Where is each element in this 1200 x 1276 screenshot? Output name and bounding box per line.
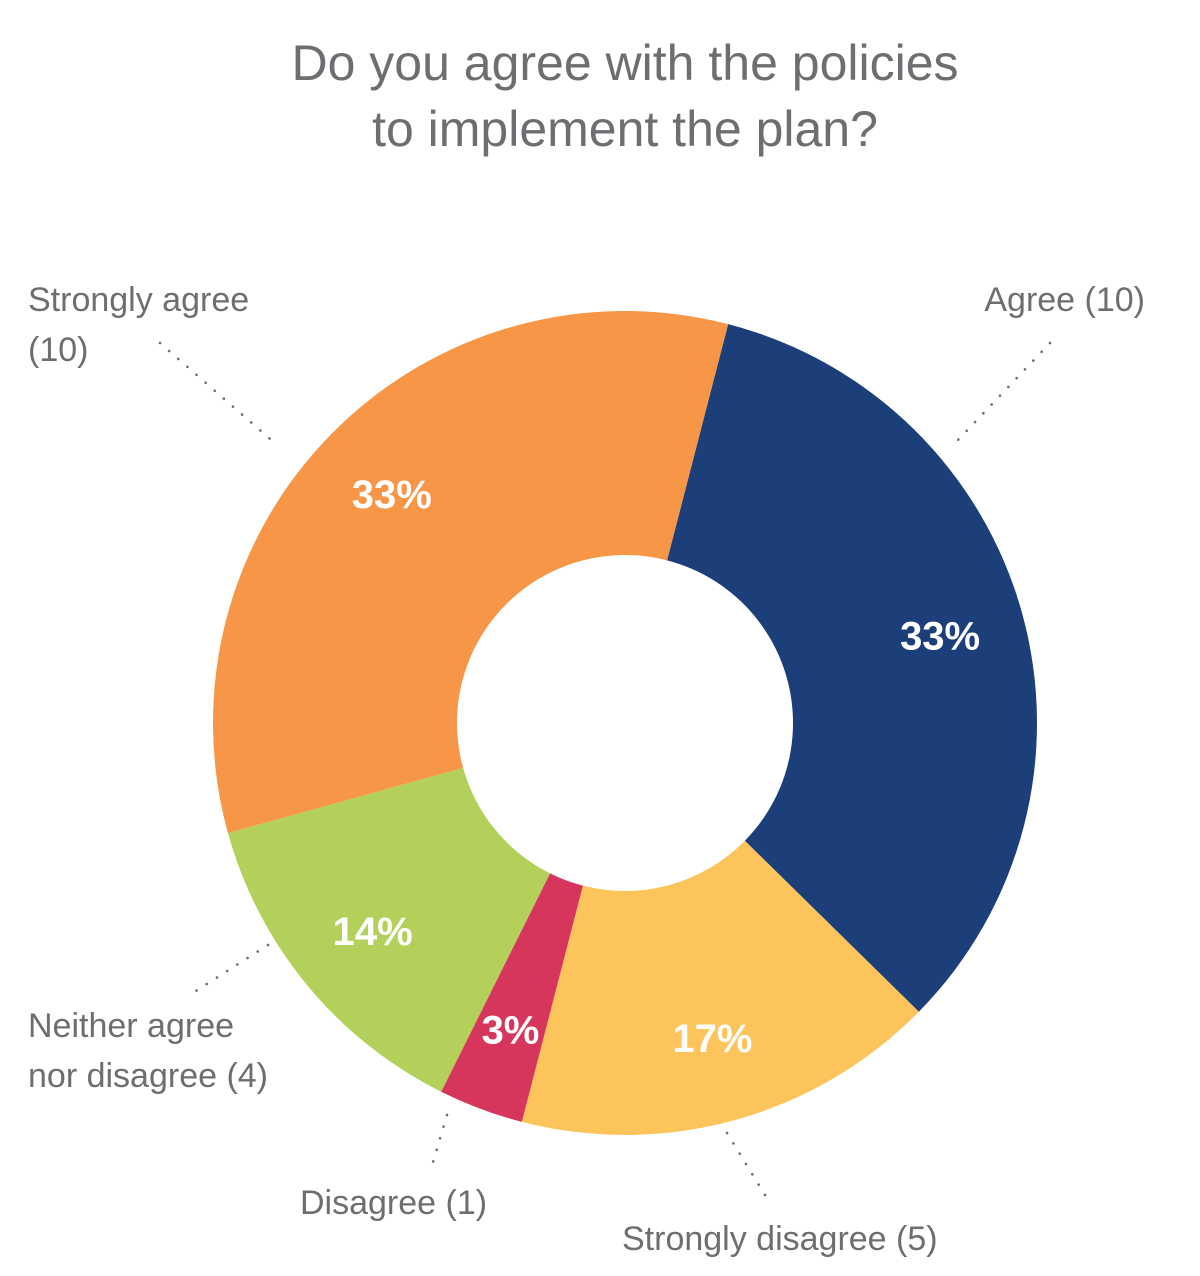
slice-disagree [441, 873, 583, 1122]
label-agree: Agree (10) [984, 281, 1145, 319]
leader-line-strongly-agree [158, 341, 279, 447]
slice-agree [667, 324, 1037, 1012]
slice-neither-agree-nor-disagree [227, 767, 551, 1092]
chart-title-line-1: Do you agree with the policies [291, 35, 958, 91]
leader-line-disagree [428, 1113, 449, 1174]
label-disagree: Disagree (1) [300, 1184, 487, 1222]
percent-label-strongly-agree: 33% [352, 473, 432, 517]
leader-line-neither [186, 943, 270, 998]
label-strongly-disagree: Strongly disagree (5) [622, 1220, 938, 1258]
leader-line-agree [956, 341, 1052, 442]
label-neither-line-2: nor disagree (4) [28, 1057, 268, 1095]
percent-label-neither-agree-nor-disagree: 14% [333, 910, 413, 954]
percent-label-agree: 33% [900, 615, 980, 659]
leader-line-strongly-disagree [725, 1131, 767, 1197]
label-neither-line-1: Neither agree [28, 1007, 234, 1045]
slice-strongly-disagree [521, 840, 919, 1136]
label-strongly-agree-line-1: Strongly agree [28, 281, 249, 319]
percent-labels: 33% 17% 3% 14% 33% [333, 473, 980, 1061]
percent-label-strongly-disagree: 17% [672, 1017, 752, 1061]
slice-strongly-agree [212, 311, 729, 834]
donut-slices [212, 311, 1037, 1136]
chart-title-line-2: to implement the plan? [372, 101, 878, 157]
label-strongly-agree-line-2: (10) [28, 331, 88, 369]
percent-label-disagree: 3% [482, 1008, 540, 1052]
